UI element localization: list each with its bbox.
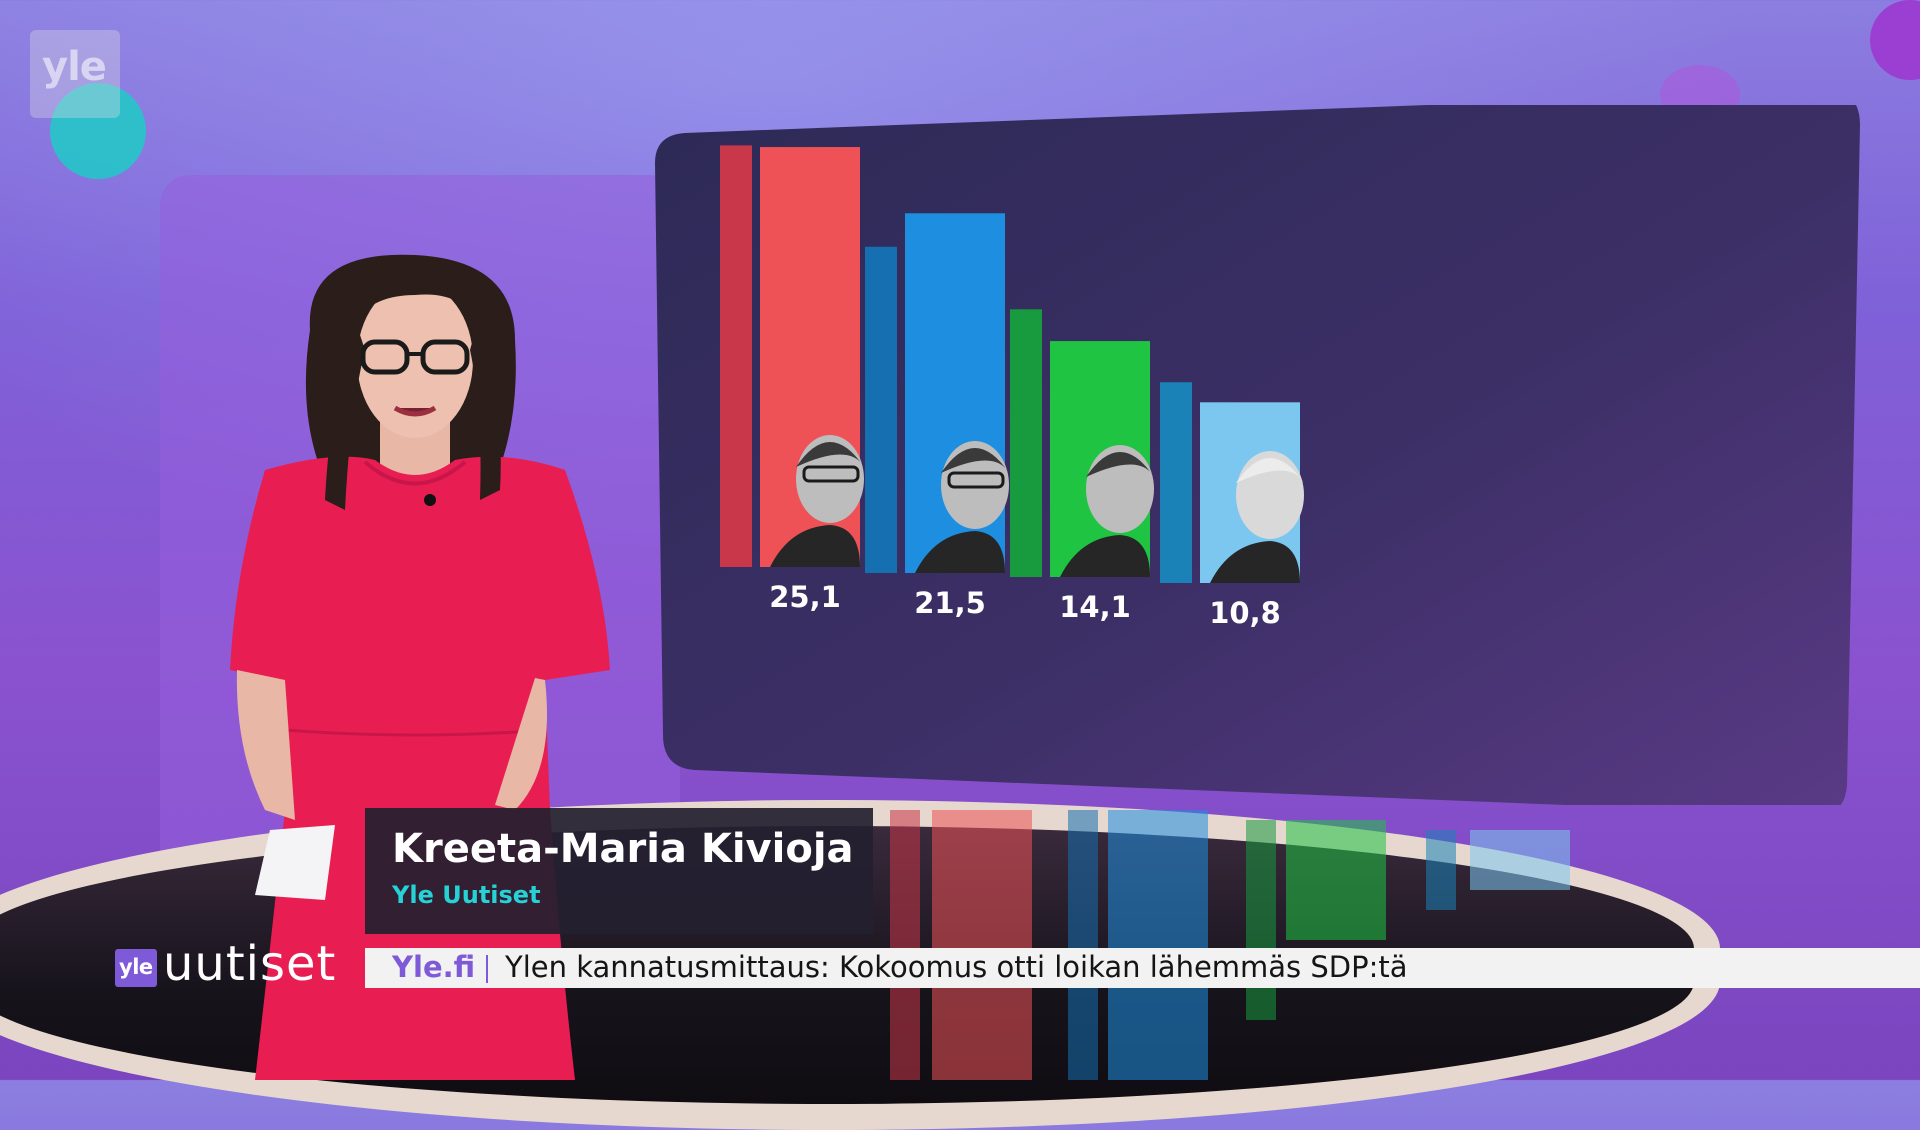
bar-value-label-2: 21,5: [914, 586, 986, 620]
bar-previous-4: [1160, 382, 1192, 583]
bar-value-label-3: 14,1: [1059, 590, 1131, 624]
bar-value-label-1: 25,1: [769, 580, 841, 614]
uutiset-brand: uutiset: [163, 936, 337, 992]
presenter-affiliation: Yle Uutiset: [392, 881, 541, 909]
ticker-headline: Ylen kannatusmittaus: Kokoomus otti loik…: [505, 950, 1408, 984]
desk-reflection: [890, 810, 1570, 1080]
yle-logo-text: yle: [119, 955, 153, 979]
bar-portrait-3: [1060, 445, 1154, 577]
yle-watermark-dot: [50, 83, 146, 179]
yle-logo-box: yle: [115, 949, 157, 987]
bar-previous-1: [720, 145, 752, 567]
studio-screen-chart: 25,1 21,5 14,1 10,8: [655, 105, 1860, 805]
name-strap: [365, 808, 873, 934]
yle-watermark-text: yle: [42, 44, 107, 90]
bar-portrait-4: [1210, 451, 1304, 583]
bar-previous-3: [1010, 309, 1042, 577]
ticker-separator: [486, 955, 488, 983]
ticker-source: Yle.fi: [392, 950, 476, 984]
bar-previous-2: [865, 246, 897, 573]
bar-portrait-2: [915, 441, 1009, 573]
bar-portrait-1: [770, 435, 864, 567]
bar-value-label-4: 10,8: [1209, 596, 1281, 630]
presenter-name: Kreeta-Maria Kivioja: [392, 826, 854, 872]
yle-watermark-logo: yle: [30, 30, 120, 118]
ticker-bar: [365, 948, 1920, 988]
